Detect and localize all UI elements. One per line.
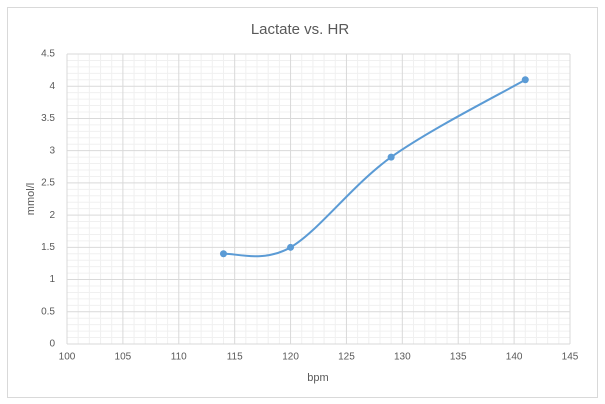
y-tick-label: 4.5 <box>41 49 55 60</box>
y-tick-label: 2 <box>49 210 55 221</box>
x-tick-label: 120 <box>282 352 299 363</box>
x-tick-label: 140 <box>506 352 523 363</box>
chart-title: Lactate vs. HR <box>251 21 350 38</box>
point <box>387 153 395 161</box>
x-tick-label: 125 <box>338 352 355 363</box>
y-tick-label: 3 <box>49 145 55 156</box>
y-tick-label: 4 <box>49 81 55 92</box>
x-axis-title: bpm <box>307 372 328 384</box>
y-tick-label: 2.5 <box>41 178 55 189</box>
x-tick-label: 130 <box>394 352 411 363</box>
point <box>521 76 529 84</box>
point <box>287 243 295 251</box>
x-tick-label: 100 <box>59 352 76 363</box>
y-tick-label: 0 <box>49 339 55 350</box>
x-tick-label: 135 <box>450 352 467 363</box>
point <box>219 250 227 258</box>
x-tick-label: 105 <box>115 352 132 363</box>
y-tick-label: 1 <box>49 274 55 285</box>
x-tick-label: 115 <box>227 352 243 363</box>
x-tick-label: 110 <box>171 352 187 363</box>
y-tick-label: 3.5 <box>41 113 55 124</box>
x-tick-label: 145 <box>562 352 579 363</box>
line <box>223 78 526 258</box>
y-tick-label: 0.5 <box>41 306 55 317</box>
y-axis-title: mmol/l <box>25 183 37 215</box>
y-tick-label: 1.5 <box>41 242 55 253</box>
